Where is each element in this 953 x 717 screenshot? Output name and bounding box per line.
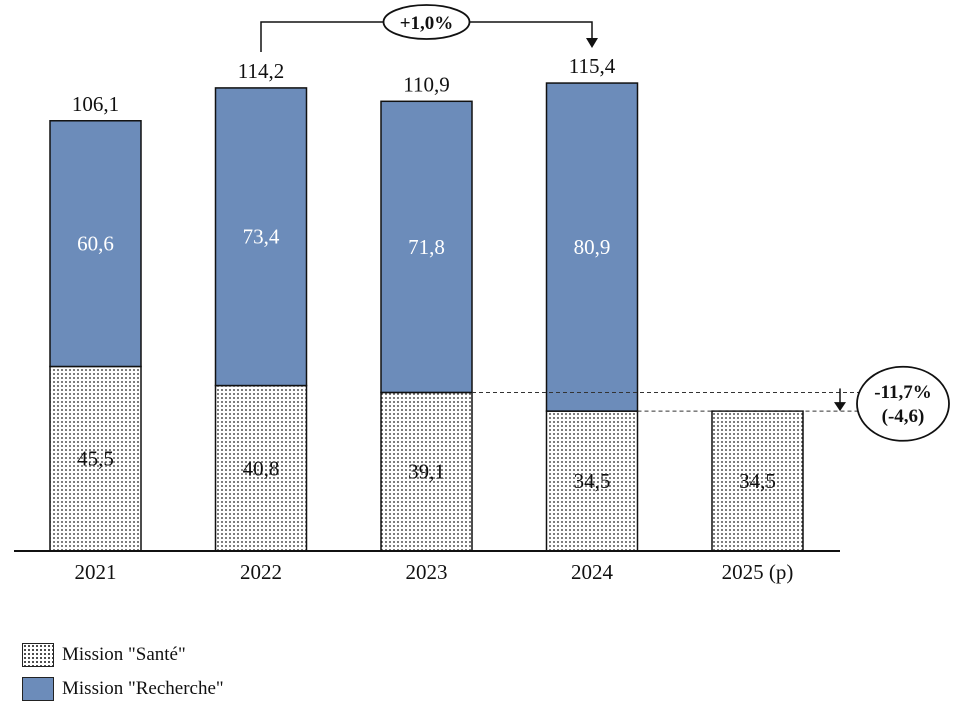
value-label-total: 114,2 (238, 59, 284, 83)
arrow-down-icon (586, 38, 598, 48)
legend-label-sante: Mission "Santé" (62, 644, 186, 665)
legend-swatch-sante (22, 643, 54, 667)
value-label-total: 115,4 (569, 54, 616, 78)
value-label-recherche: 71,8 (408, 235, 445, 259)
x-tick-label: 2024 (571, 560, 614, 584)
labels-group: 45,5 60,6 106,1 2021 40,8 73,4 114,2 2022 39,1 71… (72, 54, 794, 584)
value-label-sante: 34,5 (739, 469, 776, 493)
x-tick-label: 2021 (75, 560, 117, 584)
bar-recherche-2024 (545, 82, 639, 412)
value-label-total: 106,1 (72, 92, 119, 116)
annotations-group: +1,0% -11,7% (-4,6) (260, 4, 950, 442)
legend-item-recherche: Mission "Recherche" (22, 672, 224, 706)
bars-group (14, 82, 840, 552)
value-label-sante: 40,8 (243, 456, 280, 480)
bar-sante-2023 (380, 391, 473, 552)
legend-item-sante: Mission "Santé" (22, 638, 224, 672)
x-tick-label: 2023 (406, 560, 448, 584)
bar-sante-2021 (49, 365, 142, 552)
growth-bubble (382, 4, 471, 40)
drop-label-percent: -11,7% (874, 382, 932, 403)
value-label-total: 110,9 (403, 72, 449, 96)
x-tick-label: 2022 (240, 560, 282, 584)
legend: Mission "Santé" Mission "Recherche" (22, 638, 224, 706)
value-label-sante: 34,5 (574, 469, 611, 493)
stacked-bar-chart: 45,5 60,6 106,1 2021 40,8 73,4 114,2 2022 39,1 71… (14, 4, 950, 584)
legend-label-recherche: Mission "Recherche" (62, 678, 224, 699)
bar-recherche-2021 (49, 120, 142, 368)
bar-recherche-2022 (214, 87, 308, 387)
growth-label: +1,0% (400, 13, 454, 34)
x-tick-label: 2025 (p) (722, 560, 794, 584)
drop-bubble (856, 365, 950, 442)
value-label-recherche: 60,6 (77, 232, 114, 256)
value-label-recherche: 80,9 (574, 235, 611, 259)
arrow-down-icon (834, 402, 846, 412)
legend-swatch-recherche (22, 677, 54, 701)
value-label-sante: 39,1 (408, 460, 445, 484)
drop-label-value: (-4,6) (882, 406, 925, 427)
value-label-sante: 45,5 (77, 447, 114, 471)
value-label-recherche: 73,4 (243, 225, 280, 249)
bar-recherche-2023 (380, 100, 473, 394)
